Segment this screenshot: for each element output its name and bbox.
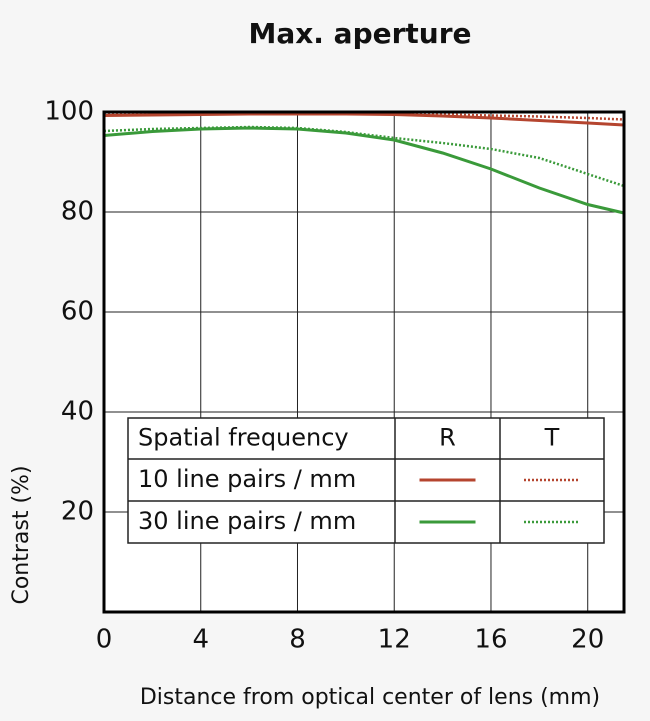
legend-row-label: 10 line pairs / mm bbox=[138, 465, 356, 493]
line-series bbox=[103, 125, 625, 188]
legend-title: Spatial frequency bbox=[138, 424, 349, 452]
y-tick-label: 40 bbox=[61, 397, 94, 427]
x-tick-label: 8 bbox=[289, 625, 306, 655]
x-tick-label: 16 bbox=[474, 625, 507, 655]
legend-row-label: 30 line pairs / mm bbox=[138, 507, 356, 535]
y-axis-label: Contrast (%) bbox=[9, 465, 34, 604]
legend-column: T bbox=[544, 424, 560, 452]
y-tick-label: 80 bbox=[61, 197, 94, 227]
y-tick-label: 60 bbox=[61, 297, 94, 327]
x-tick-label: 4 bbox=[192, 625, 209, 655]
plot-frame bbox=[102, 110, 626, 614]
y-tick-label: 20 bbox=[61, 497, 94, 527]
chart-title: Max. aperture bbox=[248, 17, 471, 50]
legend-column: R bbox=[439, 424, 456, 452]
x-tick-label: 12 bbox=[378, 625, 411, 655]
line-series bbox=[103, 112, 625, 121]
y-tick-label: 100 bbox=[44, 97, 94, 127]
x-axis-label: Distance from optical center of lens (mm… bbox=[140, 685, 600, 710]
x-tick-label: 0 bbox=[96, 625, 113, 655]
x-tick-label: 20 bbox=[571, 625, 604, 655]
